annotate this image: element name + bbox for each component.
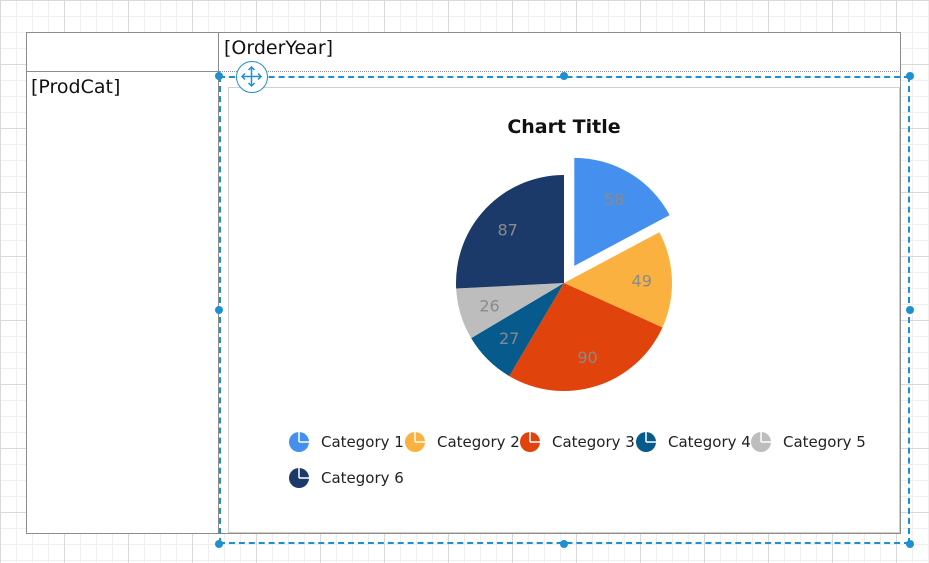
column-group-header[interactable]: [OrderYear] <box>224 37 334 59</box>
legend-label: Category 1 <box>321 433 404 451</box>
legend-item-4[interactable]: Category 4 <box>636 432 751 452</box>
resize-handle-middle-left[interactable] <box>215 306 223 314</box>
legend-item-2[interactable]: Category 2 <box>405 432 520 452</box>
resize-handle-middle-right[interactable] <box>906 306 914 314</box>
pie-legend-icon <box>289 432 309 452</box>
legend-item-1[interactable]: Category 1 <box>289 432 404 452</box>
pie-legend-icon <box>520 432 540 452</box>
move-handle-icon[interactable] <box>236 61 268 93</box>
legend-label: Category 6 <box>321 469 404 487</box>
resize-handle-top-left[interactable] <box>215 72 223 80</box>
legend-label: Category 2 <box>437 433 520 451</box>
legend-label: Category 5 <box>783 433 866 451</box>
row-divider <box>26 71 219 72</box>
chart-area[interactable] <box>228 87 900 533</box>
legend-label: Category 3 <box>552 433 635 451</box>
legend-item-5[interactable]: Category 5 <box>751 432 866 452</box>
pie-legend-icon <box>289 468 309 488</box>
legend-item-6[interactable]: Category 6 <box>289 468 404 488</box>
resize-handle-top-middle[interactable] <box>560 72 568 80</box>
column-divider <box>218 32 219 534</box>
resize-handle-bottom-middle[interactable] <box>560 540 568 548</box>
legend-item-3[interactable]: Category 3 <box>520 432 635 452</box>
legend-label: Category 4 <box>668 433 751 451</box>
pie-legend-icon <box>751 432 771 452</box>
row-divider-dotted <box>219 71 901 73</box>
pie-legend-icon <box>405 432 425 452</box>
pie-legend-icon <box>636 432 656 452</box>
resize-handle-bottom-left[interactable] <box>215 540 223 548</box>
row-group-header[interactable]: [ProdCat] <box>31 76 121 98</box>
resize-handle-bottom-right[interactable] <box>906 540 914 548</box>
resize-handle-top-right[interactable] <box>906 72 914 80</box>
